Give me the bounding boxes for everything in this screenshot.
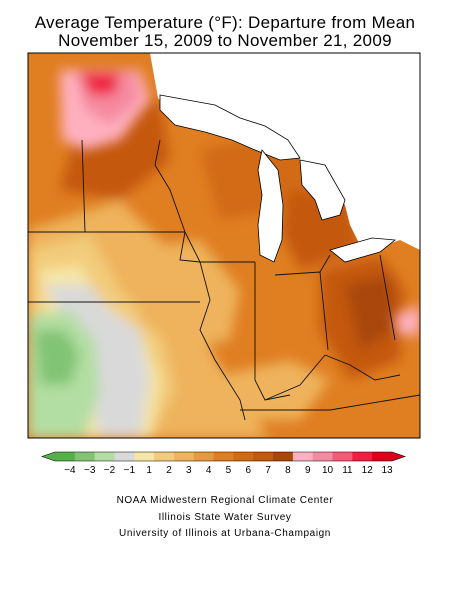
legend-swatch <box>213 452 234 461</box>
legend-label: 11 <box>342 465 353 476</box>
legend-label: 9 <box>305 465 311 476</box>
legend-swatch <box>292 452 314 461</box>
legend-swatch <box>74 452 96 461</box>
field-nw-red <box>80 72 120 95</box>
border-oh-pa <box>379 254 396 341</box>
field-iowa-light <box>120 240 240 350</box>
legend-swatch <box>253 452 274 461</box>
legend-swatch <box>134 452 155 461</box>
legend-label: 4 <box>206 465 212 476</box>
legend-label: −2 <box>104 465 116 476</box>
lake-michigan <box>257 149 284 263</box>
legend-swatch <box>352 452 373 461</box>
field-south-light <box>200 360 330 420</box>
border-ia-il-river <box>179 231 201 263</box>
map-frame <box>27 52 421 439</box>
legend-labels: −4 −3 −2 −1 1 2 3 4 5 6 7 8 9 10 11 12 13 <box>64 465 393 476</box>
legend-arrow-left <box>42 452 55 461</box>
border-il-mo <box>199 261 246 421</box>
legend-label: 5 <box>226 465 232 476</box>
legend-label: 1 <box>146 465 152 476</box>
field-east-pink <box>395 305 420 335</box>
legend-swatch <box>154 452 175 461</box>
credit-isws: Illinois State Water Survey <box>158 512 292 523</box>
legend-swatch <box>193 452 215 461</box>
legend-label: 6 <box>245 465 251 476</box>
border-ohio-river <box>264 354 401 401</box>
legend-label: 13 <box>381 465 393 476</box>
legend-label: −4 <box>64 465 76 476</box>
legend-arrow-right <box>392 452 405 461</box>
border-il-in <box>254 262 291 401</box>
legend-label: 8 <box>285 465 291 476</box>
legend-swatch <box>233 452 254 461</box>
border-ky-tn <box>240 394 421 411</box>
legend-label: 2 <box>166 465 172 476</box>
lake-huron <box>299 159 346 221</box>
legend-bar <box>41 451 406 462</box>
legend-swatch <box>273 452 294 461</box>
lake-superior <box>159 94 301 161</box>
field-green-dark <box>35 330 80 385</box>
legend-label: 3 <box>186 465 192 476</box>
legend-swatch <box>312 452 334 461</box>
field-ohio-darkest <box>345 275 395 350</box>
credit-uiuc: University of Illinois at Urbana-Champai… <box>119 528 331 539</box>
border-west <box>81 139 86 233</box>
legend-outline <box>41 451 406 462</box>
legend-label: −1 <box>124 465 136 476</box>
legend-swatch <box>332 452 353 461</box>
lake-erie <box>329 237 397 263</box>
legend-label: 10 <box>322 465 334 476</box>
border-mn-wi <box>154 139 186 233</box>
legend-swatch <box>173 452 195 461</box>
legend-label: −3 <box>84 465 96 476</box>
legend-label: 7 <box>265 465 271 476</box>
map-title-line1: Average Temperature (°F): Departure from… <box>34 13 416 32</box>
legend-swatch <box>94 452 115 461</box>
map-title-line2: November 15, 2009 to November 21, 2009 <box>58 31 392 50</box>
state-boundaries <box>28 139 421 421</box>
legend-swatch <box>114 452 135 461</box>
border-mi-oh <box>319 254 331 273</box>
credit-noaa: NOAA Midwestern Regional Climate Center <box>116 495 334 506</box>
legend-swatch <box>372 452 393 461</box>
legend-swatch <box>55 452 76 461</box>
legend-label: 12 <box>362 465 374 476</box>
